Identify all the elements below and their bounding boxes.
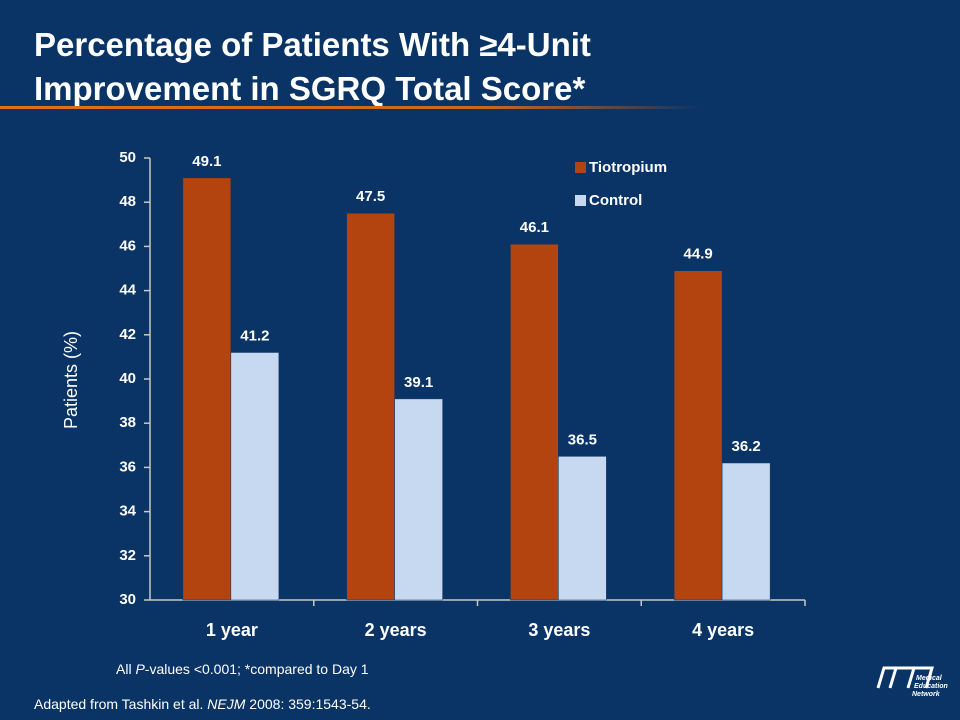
value-label: 47.5: [356, 188, 385, 205]
y-tick-label: 32: [119, 547, 136, 564]
value-label: 41.2: [240, 327, 269, 344]
value-label: 36.2: [732, 438, 761, 455]
logo-text: Network: [912, 691, 941, 698]
x-tick-label: 3 years: [528, 620, 590, 640]
title-line: Improvement in SGRQ Total Score*: [34, 70, 585, 107]
footnote: All P-values <0.001; *compared to Day 1: [116, 661, 369, 677]
y-tick-label: 50: [119, 149, 136, 166]
value-label: 39.1: [404, 374, 433, 391]
value-label: 46.1: [520, 219, 549, 236]
bar: [394, 398, 443, 601]
value-label: 36.5: [568, 431, 597, 448]
footnote-part: P: [135, 661, 145, 677]
y-tick-label: 46: [119, 237, 136, 254]
y-tick-label: 36: [119, 458, 136, 475]
bar: [182, 177, 232, 601]
y-tick-label: 42: [119, 326, 136, 343]
y-tick-label: 48: [119, 193, 136, 210]
y-tick-label: 40: [119, 370, 136, 387]
source-part: 2008: 359:1543-54.: [245, 696, 370, 712]
legend-swatch: [575, 162, 586, 173]
legend-label: Control: [589, 192, 642, 209]
y-tick-label: 30: [119, 591, 136, 608]
value-label: 44.9: [684, 246, 713, 263]
footnote-part: All: [116, 661, 135, 677]
y-tick-label: 44: [119, 282, 136, 299]
logo: Medical Education Network: [876, 666, 948, 698]
legend-label: Tiotropium: [589, 159, 667, 176]
source: Adapted from Tashkin et al. NEJM 2008: 3…: [34, 696, 371, 712]
value-label: 49.1: [192, 153, 221, 170]
bar: [721, 462, 771, 601]
x-tick-label: 2 years: [365, 620, 427, 640]
source-part: Adapted from Tashkin et al.: [34, 696, 207, 712]
y-tick-label: 38: [119, 414, 136, 431]
source-part: NEJM: [207, 696, 245, 712]
bar: [673, 270, 723, 601]
bar: [230, 352, 280, 601]
legend-swatch: [575, 195, 586, 206]
logo-text: Medical: [916, 675, 943, 682]
bar: [510, 243, 559, 601]
footnote-part: -values <0.001; *compared to Day 1: [145, 661, 369, 677]
x-tick-label: 4 years: [692, 620, 754, 640]
bar: [346, 213, 395, 601]
title-rule: [0, 106, 700, 109]
bar: [558, 456, 607, 601]
x-tick-label: 1 year: [206, 620, 258, 640]
logo-text: Education: [914, 683, 948, 690]
title-line: Percentage of Patients With ≥4-Unit: [34, 26, 591, 63]
y-tick-label: 34: [119, 503, 136, 520]
y-axis-label: Patients (%): [61, 331, 81, 429]
